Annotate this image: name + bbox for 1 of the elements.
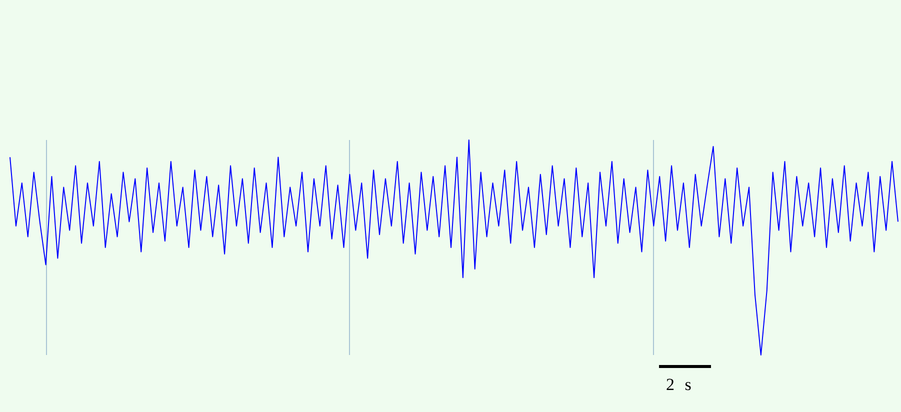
text: 2 s (666, 375, 692, 395)
